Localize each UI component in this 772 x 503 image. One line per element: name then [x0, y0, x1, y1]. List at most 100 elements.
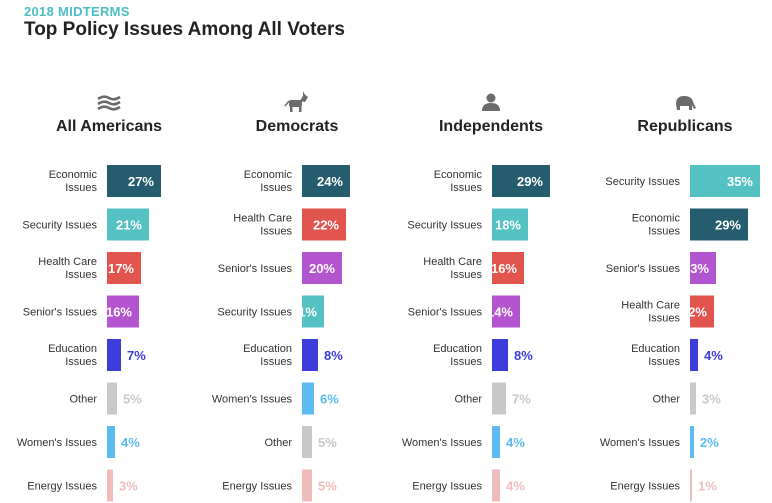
bar	[302, 208, 346, 241]
value-label: 13%	[683, 261, 709, 276]
value-label: 5%	[123, 392, 142, 407]
value-label: 2%	[700, 435, 719, 450]
panel-title: Republicans	[637, 118, 732, 135]
value-label: 4%	[506, 435, 525, 450]
bar	[492, 208, 528, 241]
value-label: 4%	[121, 435, 140, 450]
category-label: Senior's Issues	[408, 307, 483, 319]
category-label: Education Issues	[243, 343, 292, 368]
bar	[690, 382, 696, 415]
category-label: Security Issues	[605, 176, 680, 188]
bar	[492, 252, 524, 284]
bar	[302, 382, 314, 415]
value-label: 16%	[106, 305, 132, 320]
value-label: 29%	[715, 218, 741, 233]
category-label: Economic Issues	[434, 169, 483, 194]
bar	[690, 339, 698, 371]
value-label: 24%	[317, 174, 343, 189]
category-label: Energy Issues	[222, 481, 292, 493]
panel-democrats: Democrats Economic Issues 24% Health Care Iss…	[212, 91, 350, 502]
elephant-icon	[676, 96, 696, 110]
category-label: Women's Issues	[600, 437, 681, 449]
bar	[107, 208, 149, 241]
value-label: 6%	[320, 392, 339, 407]
category-label: Health Care Issues	[621, 300, 680, 325]
category-label: Security Issues	[22, 220, 97, 232]
category-label: Education Issues	[631, 343, 680, 368]
category-label: Education Issues	[433, 343, 482, 368]
bar	[492, 295, 520, 328]
value-label: 11%	[292, 305, 318, 320]
value-label: 5%	[318, 479, 337, 494]
bar	[492, 382, 506, 415]
value-label: 4%	[506, 479, 525, 494]
category-label: Women's Issues	[17, 437, 98, 449]
value-label: 12%	[681, 305, 707, 320]
value-label: 8%	[514, 348, 533, 363]
value-label: 21%	[116, 218, 142, 233]
person-icon	[482, 93, 500, 111]
bar	[690, 426, 694, 458]
category-label: Energy Issues	[412, 481, 482, 493]
donkey-icon	[284, 91, 308, 112]
value-label: 20%	[309, 261, 335, 276]
panel-republicans: Republicans Security Issues 35% Economic Iss…	[600, 96, 760, 502]
bar	[107, 382, 117, 415]
category-label: Economic Issues	[244, 169, 293, 194]
bar	[690, 295, 714, 328]
bar	[302, 295, 324, 328]
category-label: Other	[69, 394, 97, 406]
bar	[302, 469, 312, 502]
bar	[107, 165, 161, 197]
bar	[302, 339, 318, 371]
value-label: 14%	[487, 305, 513, 320]
category-label: Energy Issues	[27, 481, 97, 493]
bar	[302, 426, 312, 458]
panel-all-americans: All Americans Economic Issues 27% Security I…	[17, 95, 162, 502]
category-label: Other	[454, 394, 482, 406]
value-label: 5%	[318, 435, 337, 450]
bar	[107, 426, 115, 458]
value-label: 3%	[119, 479, 138, 494]
bar	[690, 469, 692, 502]
category-label: Other	[652, 394, 680, 406]
category-label: Senior's Issues	[23, 307, 98, 319]
value-label: 18%	[495, 218, 521, 233]
value-label: 3%	[702, 392, 721, 407]
category-label: Economic Issues	[49, 169, 98, 194]
value-label: 7%	[512, 392, 531, 407]
bar	[107, 469, 113, 502]
flag-icon	[97, 95, 121, 111]
value-label: 27%	[128, 174, 154, 189]
value-label: 29%	[517, 174, 543, 189]
bar	[302, 165, 350, 197]
value-label: 4%	[704, 348, 723, 363]
bar	[690, 252, 716, 284]
panel-title: Democrats	[256, 118, 339, 135]
bar	[107, 339, 121, 371]
bar	[107, 295, 139, 328]
category-label: Other	[264, 437, 292, 449]
category-label: Women's Issues	[212, 394, 293, 406]
category-label: Health Care Issues	[233, 213, 292, 238]
category-label: Economic Issues	[632, 213, 681, 238]
bar	[107, 252, 141, 284]
value-label: 35%	[727, 174, 753, 189]
bar	[492, 426, 500, 458]
category-label: Health Care Issues	[423, 256, 482, 281]
category-label: Security Issues	[407, 220, 482, 232]
bar	[492, 339, 508, 371]
bar	[492, 165, 550, 197]
value-label: 16%	[491, 261, 517, 276]
value-label: 22%	[313, 218, 339, 233]
value-label: 1%	[698, 479, 717, 494]
bar	[690, 165, 760, 197]
panel-independents: Independents Economic Issues 29% Security Is…	[402, 93, 550, 502]
panel-title: All Americans	[56, 118, 162, 135]
panel-title: Independents	[439, 118, 543, 135]
category-label: Education Issues	[48, 343, 97, 368]
value-label: 8%	[324, 348, 343, 363]
category-label: Security Issues	[217, 307, 292, 319]
category-label: Health Care Issues	[38, 256, 97, 281]
